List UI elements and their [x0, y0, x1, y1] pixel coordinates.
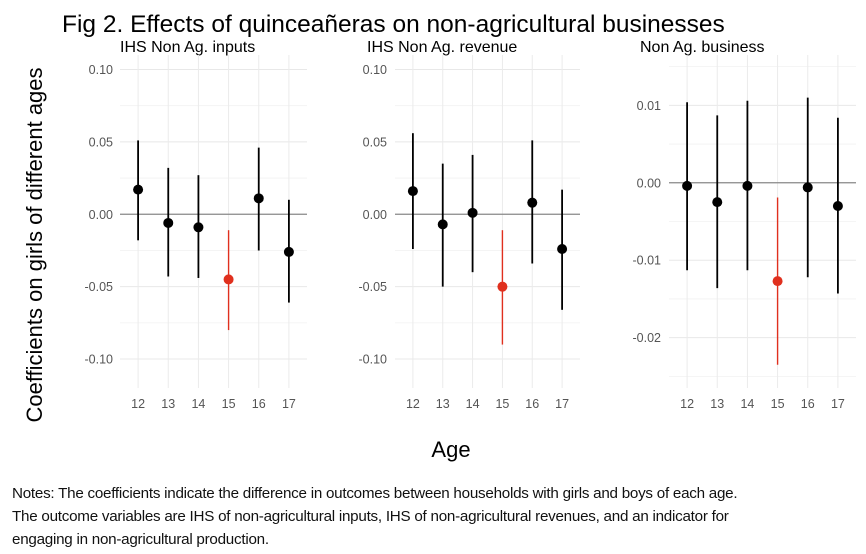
y-tick-label: -0.01 — [633, 254, 662, 268]
y-tick-label: 0.05 — [363, 135, 387, 149]
point-estimate-age-12 — [133, 184, 144, 195]
point-estimate-age-16 — [527, 197, 538, 208]
x-tick-label: 17 — [555, 397, 569, 411]
y-axis-label: Coefficients on girls of different ages — [22, 67, 47, 422]
y-tick-label: 0.00 — [363, 208, 387, 222]
x-tick-label: 16 — [525, 397, 539, 411]
x-tick-label: 14 — [191, 397, 205, 411]
point-estimate-age-12 — [682, 180, 693, 191]
x-tick-label: 15 — [495, 397, 509, 411]
y-tick-label: 0.00 — [637, 176, 661, 190]
point-estimate-age-15 — [497, 281, 508, 292]
y-tick-label: -0.10 — [85, 353, 114, 367]
point-estimate-age-13 — [437, 219, 448, 230]
panel-title: Non Ag. business — [640, 39, 765, 56]
point-estimate-age-14 — [193, 222, 204, 233]
x-tick-label: 12 — [680, 397, 694, 411]
x-tick-label: 15 — [771, 397, 785, 411]
figure: Fig 2. Effects of quinceañeras on non-ag… — [22, 11, 856, 462]
y-tick-label: 0.01 — [637, 99, 661, 113]
panels: IHS Non Ag. inputs 0.10 0.05 0.00 -0.05 -0.10… — [85, 39, 856, 411]
figure-title: Fig 2. Effects of quinceañeras on non-ag… — [62, 11, 725, 38]
y-tick-label: -0.05 — [85, 280, 114, 294]
notes-line: Notes: The coefficients indicate the dif… — [12, 485, 738, 502]
point-estimate-age-17 — [557, 244, 568, 255]
point-estimate-age-13 — [712, 197, 723, 208]
point-estimate-age-13 — [163, 217, 174, 228]
x-tick-label: 14 — [740, 397, 754, 411]
point-estimate-age-12 — [407, 186, 418, 197]
y-tick-label: 0.05 — [89, 135, 113, 149]
x-tick-label: 13 — [710, 397, 724, 411]
point-estimate-age-17 — [283, 246, 294, 257]
panel-3: Non Ag. business 0.01 0.00 -0.01 -0.02 12 13 14… — [633, 39, 856, 411]
panel-title: IHS Non Ag. revenue — [367, 39, 517, 56]
panel-1: IHS Non Ag. inputs 0.10 0.05 0.00 -0.05 -0.10… — [85, 39, 307, 411]
x-tick-label: 16 — [252, 397, 266, 411]
y-tick-label: 0.10 — [363, 63, 387, 77]
point-estimate-age-15 — [223, 274, 234, 285]
point-estimate-age-14 — [742, 180, 753, 191]
y-tick-label: 0.00 — [89, 208, 113, 222]
x-tick-label: 17 — [831, 397, 845, 411]
x-tick-label: 15 — [222, 397, 236, 411]
x-tick-label: 12 — [131, 397, 145, 411]
x-axis-label: Age — [431, 437, 470, 462]
x-tick-label: 13 — [161, 397, 175, 411]
y-tick-label: -0.05 — [359, 280, 388, 294]
figure-notes: Notes: The coefficients indicate the dif… — [12, 482, 862, 551]
notes-line: engaging in non-agricultural production. — [12, 531, 269, 548]
point-estimate-age-16 — [802, 182, 813, 193]
y-tick-label: -0.10 — [359, 353, 388, 367]
point-estimate-age-15 — [772, 276, 783, 287]
x-tick-label: 17 — [282, 397, 296, 411]
point-estimate-age-17 — [832, 201, 843, 212]
notes-line: The outcome variables are IHS of non-agr… — [12, 508, 729, 525]
point-estimate-age-14 — [467, 207, 478, 218]
x-tick-label: 16 — [801, 397, 815, 411]
x-tick-label: 14 — [466, 397, 480, 411]
point-estimate-age-16 — [253, 193, 264, 204]
x-tick-label: 12 — [406, 397, 420, 411]
y-tick-label: 0.10 — [89, 63, 113, 77]
panel-title: IHS Non Ag. inputs — [120, 39, 255, 56]
x-tick-label: 13 — [436, 397, 450, 411]
y-tick-label: -0.02 — [633, 331, 662, 345]
panel-2: IHS Non Ag. revenue 0.10 0.05 0.00 -0.05 -0.1… — [359, 39, 580, 411]
